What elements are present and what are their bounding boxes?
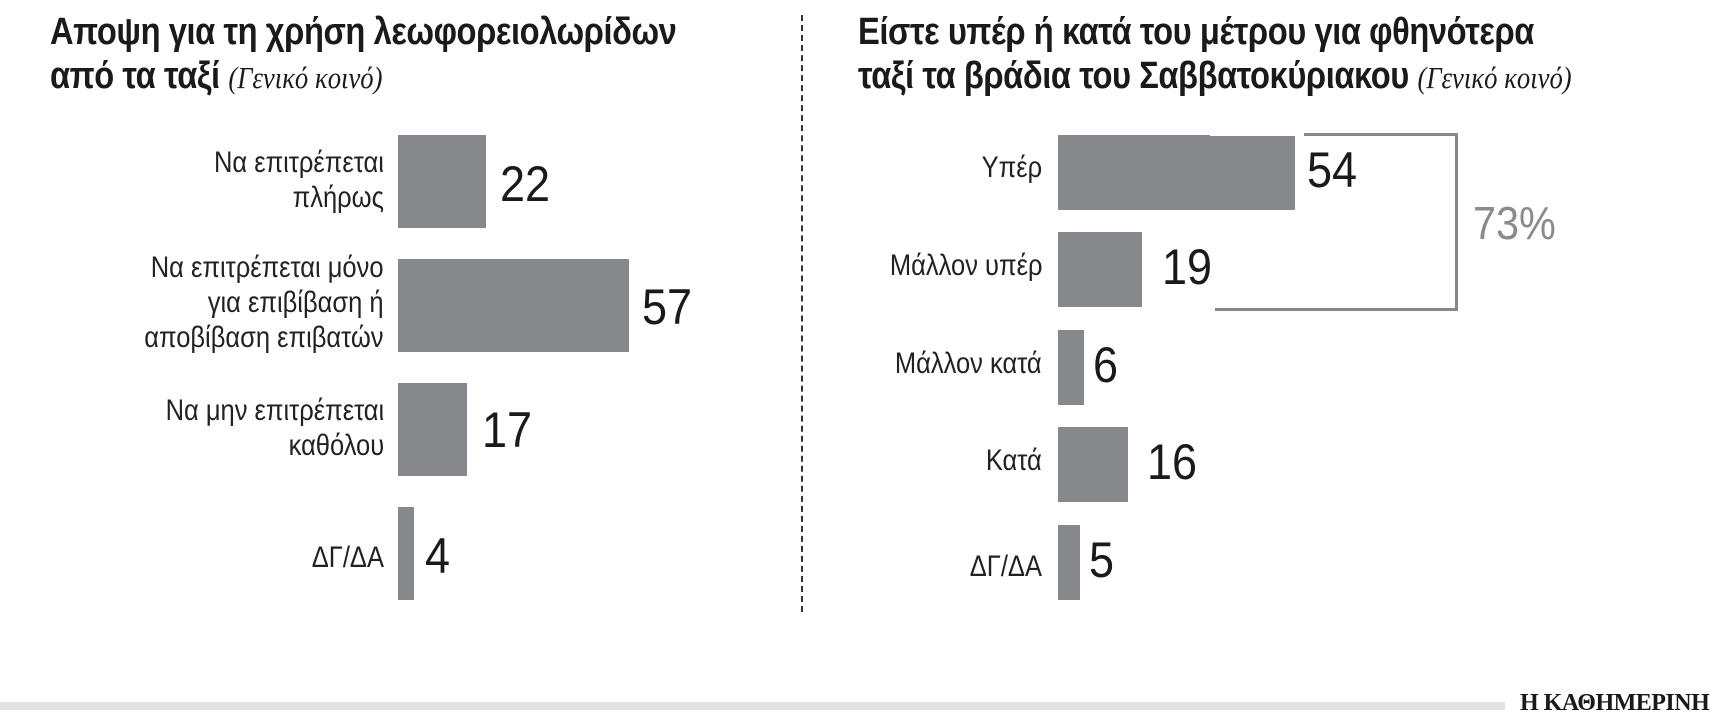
right-title-line1: Είστε υπέρ ή κατά του μέτρου για φθηνότε…	[858, 11, 1534, 53]
label-line: ΔΓ/ΔΑ	[311, 541, 384, 574]
label-line: Κατά	[986, 444, 1042, 477]
label-line: για επιβίβαση ή	[208, 286, 384, 319]
right-bar	[1058, 427, 1128, 502]
label-line: πλήρως	[292, 181, 384, 214]
label-line: αποβίβαση επιβατών	[144, 321, 384, 354]
right-title-line2-text: ταξί τα βράδια του Σαββατοκύριακου	[858, 55, 1409, 97]
right-bar-label: Μάλλον κατά	[895, 346, 1042, 381]
left-bar-label: Να επιτρέπεται πλήρως	[214, 145, 384, 215]
right-bar	[1058, 232, 1142, 307]
right-bar-value: 5	[1089, 532, 1115, 588]
right-bar-value: 19	[1162, 239, 1213, 295]
right-bar	[1058, 525, 1080, 600]
left-chart-title: Αποψη για τη χρήση λεωφορειολωρίδων από …	[50, 10, 677, 100]
left-bar-value: 22	[500, 156, 551, 212]
right-bar-label: Υπέρ	[982, 150, 1042, 185]
left-bar	[398, 383, 467, 476]
left-bar-label: Να επιτρέπεται μόνο για επιβίβαση ή αποβ…	[145, 250, 384, 355]
right-bar-value: 6	[1093, 337, 1119, 393]
left-title-line2-text: από τα ταξί	[50, 55, 220, 97]
left-bar-label: ΔΓ/ΔΑ	[312, 540, 384, 575]
bracket-gap-mask	[1210, 130, 1304, 136]
label-line: Να επιτρέπεται μόνο	[151, 251, 384, 284]
left-title-subtitle: (Γενικό κοινό)	[228, 60, 383, 95]
left-bar-value: 57	[642, 279, 693, 335]
left-bar	[398, 507, 414, 600]
label-line: Να επιτρέπεται	[214, 146, 384, 179]
right-bar-value: 16	[1147, 434, 1198, 490]
label-line: Υπέρ	[981, 151, 1042, 184]
bracket-total-label: 73%	[1473, 197, 1556, 249]
right-bar-label: Μάλλον υπέρ	[889, 248, 1042, 283]
label-line: Μάλλον υπέρ	[889, 249, 1042, 282]
bracket-upper	[1215, 133, 1458, 311]
label-line: ΔΓ/ΔΑ	[969, 550, 1042, 583]
left-title-line2: από τα ταξί (Γενικό κοινό)	[50, 54, 676, 100]
brand-logo: Η ΚΑΘΗΜΕΡΙΝΗ	[1520, 690, 1710, 716]
label-line: καθόλου	[288, 429, 384, 462]
right-title-subtitle: (Γενικό κοινό)	[1417, 60, 1572, 95]
right-bar-value: 54	[1307, 142, 1358, 198]
right-bar	[1058, 330, 1084, 405]
right-chart-title: Είστε υπέρ ή κατά του μέτρου για φθηνότε…	[858, 10, 1572, 100]
left-bar-label: Να μην επιτρέπεται καθόλου	[165, 393, 384, 463]
left-bar-value: 17	[482, 402, 533, 458]
footer-line	[0, 702, 1505, 710]
right-title-line2: ταξί τα βράδια του Σαββατοκύριακου (Γενι…	[858, 54, 1572, 100]
chart-divider	[801, 15, 803, 612]
left-bar	[398, 135, 486, 228]
label-line: Μάλλον κατά	[895, 347, 1042, 380]
label-line: Να μην επιτρέπεται	[165, 394, 384, 427]
left-bar	[398, 259, 629, 352]
right-bar-label: ΔΓ/ΔΑ	[970, 549, 1042, 584]
right-bar	[1058, 135, 1295, 210]
right-bar-label: Κατά	[986, 443, 1042, 478]
left-title-line1: Αποψη για τη χρήση λεωφορειολωρίδων	[50, 11, 677, 53]
left-bar-value: 4	[425, 528, 451, 584]
